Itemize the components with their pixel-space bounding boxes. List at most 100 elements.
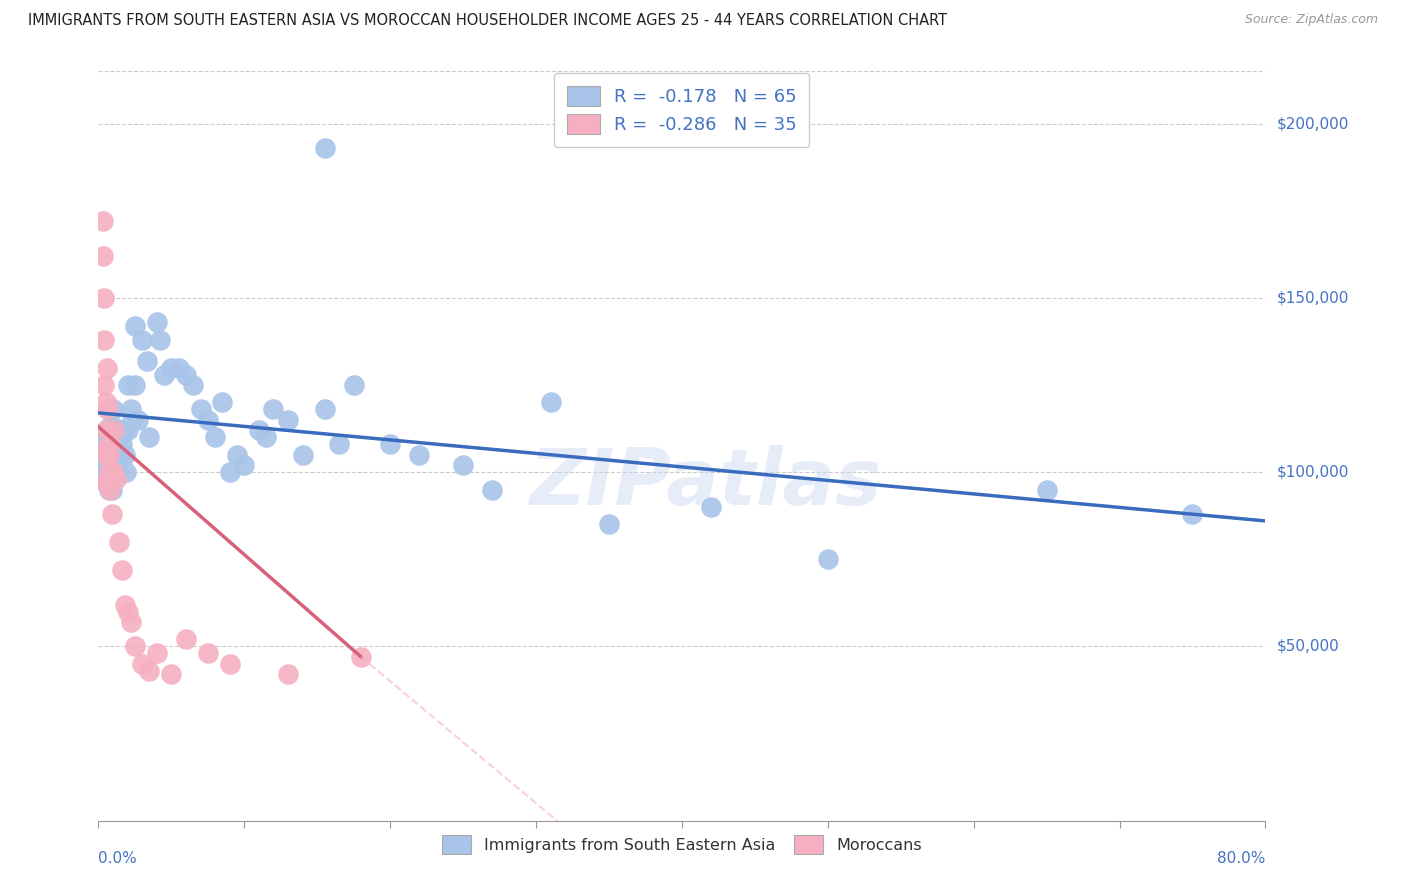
- Text: $50,000: $50,000: [1277, 639, 1340, 654]
- Point: [100, 507, 122, 521]
- Point: [451, 458, 474, 472]
- Point: [167, 360, 190, 375]
- Point: [149, 333, 172, 347]
- Point: [1035, 483, 1057, 497]
- Point: [197, 646, 219, 660]
- Point: [131, 333, 153, 347]
- Point: [111, 437, 134, 451]
- Point: [700, 500, 723, 514]
- Point: [93, 333, 115, 347]
- Point: [138, 430, 160, 444]
- Point: [94, 448, 117, 462]
- Point: [108, 448, 131, 462]
- Point: [124, 378, 146, 392]
- Point: [160, 667, 183, 681]
- Point: [101, 402, 124, 417]
- Point: [131, 657, 153, 671]
- Text: IMMIGRANTS FROM SOUTH EASTERN ASIA VS MOROCCAN HOUSEHOLDER INCOME AGES 25 - 44 Y: IMMIGRANTS FROM SOUTH EASTERN ASIA VS MO…: [28, 13, 948, 29]
- Point: [117, 378, 139, 392]
- Point: [111, 563, 134, 577]
- Point: [127, 413, 149, 427]
- Point: [135, 353, 157, 368]
- Point: [94, 395, 117, 409]
- Point: [540, 395, 562, 409]
- Point: [160, 360, 183, 375]
- Point: [97, 483, 120, 497]
- Point: [91, 437, 114, 451]
- Point: [190, 402, 212, 417]
- Point: [146, 315, 169, 329]
- Point: [105, 465, 128, 479]
- Point: [817, 552, 839, 566]
- Point: [96, 441, 118, 455]
- Point: [120, 615, 142, 629]
- Point: [174, 632, 197, 647]
- Point: [314, 402, 336, 417]
- Text: $200,000: $200,000: [1277, 116, 1348, 131]
- Point: [277, 413, 299, 427]
- Point: [254, 430, 277, 444]
- Point: [277, 667, 299, 681]
- Point: [96, 360, 118, 375]
- Point: [197, 413, 219, 427]
- Point: [103, 423, 125, 437]
- Point: [181, 378, 204, 392]
- Point: [121, 413, 143, 427]
- Point: [101, 465, 124, 479]
- Point: [94, 475, 117, 490]
- Point: [138, 664, 160, 678]
- Point: [114, 448, 136, 462]
- Text: 0.0%: 0.0%: [98, 851, 138, 866]
- Point: [124, 318, 146, 333]
- Point: [100, 448, 122, 462]
- Point: [120, 402, 142, 417]
- Point: [98, 441, 121, 455]
- Point: [96, 402, 118, 417]
- Legend: Immigrants from South Eastern Asia, Moroccans: Immigrants from South Eastern Asia, Moro…: [432, 824, 932, 865]
- Point: [98, 437, 121, 451]
- Point: [91, 214, 114, 228]
- Point: [1181, 507, 1204, 521]
- Point: [247, 423, 270, 437]
- Point: [211, 395, 233, 409]
- Point: [291, 448, 314, 462]
- Point: [115, 465, 138, 479]
- Point: [108, 534, 131, 549]
- Point: [91, 249, 114, 263]
- Point: [98, 465, 121, 479]
- Point: [408, 448, 430, 462]
- Point: [153, 368, 176, 382]
- Point: [481, 483, 503, 497]
- Point: [100, 483, 122, 497]
- Point: [96, 430, 118, 444]
- Point: [93, 291, 115, 305]
- Point: [233, 458, 256, 472]
- Point: [218, 657, 240, 671]
- Point: [94, 423, 117, 437]
- Point: [146, 646, 169, 660]
- Point: [380, 437, 402, 451]
- Text: ZIPatlas: ZIPatlas: [529, 445, 882, 522]
- Point: [343, 378, 366, 392]
- Point: [218, 465, 240, 479]
- Point: [262, 402, 284, 417]
- Point: [97, 465, 120, 479]
- Point: [97, 448, 120, 462]
- Point: [94, 455, 117, 469]
- Point: [350, 649, 373, 664]
- Point: [93, 378, 115, 392]
- Point: [94, 475, 117, 490]
- Point: [314, 141, 336, 155]
- Point: [103, 420, 125, 434]
- Point: [104, 472, 127, 486]
- Point: [97, 420, 120, 434]
- Text: 80.0%: 80.0%: [1218, 851, 1265, 866]
- Point: [117, 423, 139, 437]
- Point: [110, 430, 132, 444]
- Point: [598, 517, 620, 532]
- Point: [226, 448, 249, 462]
- Point: [204, 430, 226, 444]
- Point: [104, 430, 127, 444]
- Point: [96, 465, 118, 479]
- Point: [98, 483, 121, 497]
